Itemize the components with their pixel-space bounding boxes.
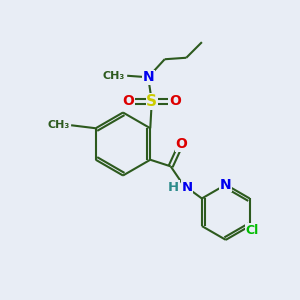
Text: CH₃: CH₃ (47, 120, 69, 130)
Text: N: N (181, 181, 192, 194)
Text: N: N (142, 70, 154, 84)
Text: O: O (123, 94, 135, 108)
Text: O: O (175, 137, 187, 151)
Text: S: S (146, 94, 157, 109)
Text: O: O (169, 94, 181, 108)
Text: H: H (168, 181, 179, 194)
Text: CH₃: CH₃ (103, 71, 125, 81)
Text: Cl: Cl (245, 224, 259, 237)
Text: N: N (220, 178, 232, 192)
